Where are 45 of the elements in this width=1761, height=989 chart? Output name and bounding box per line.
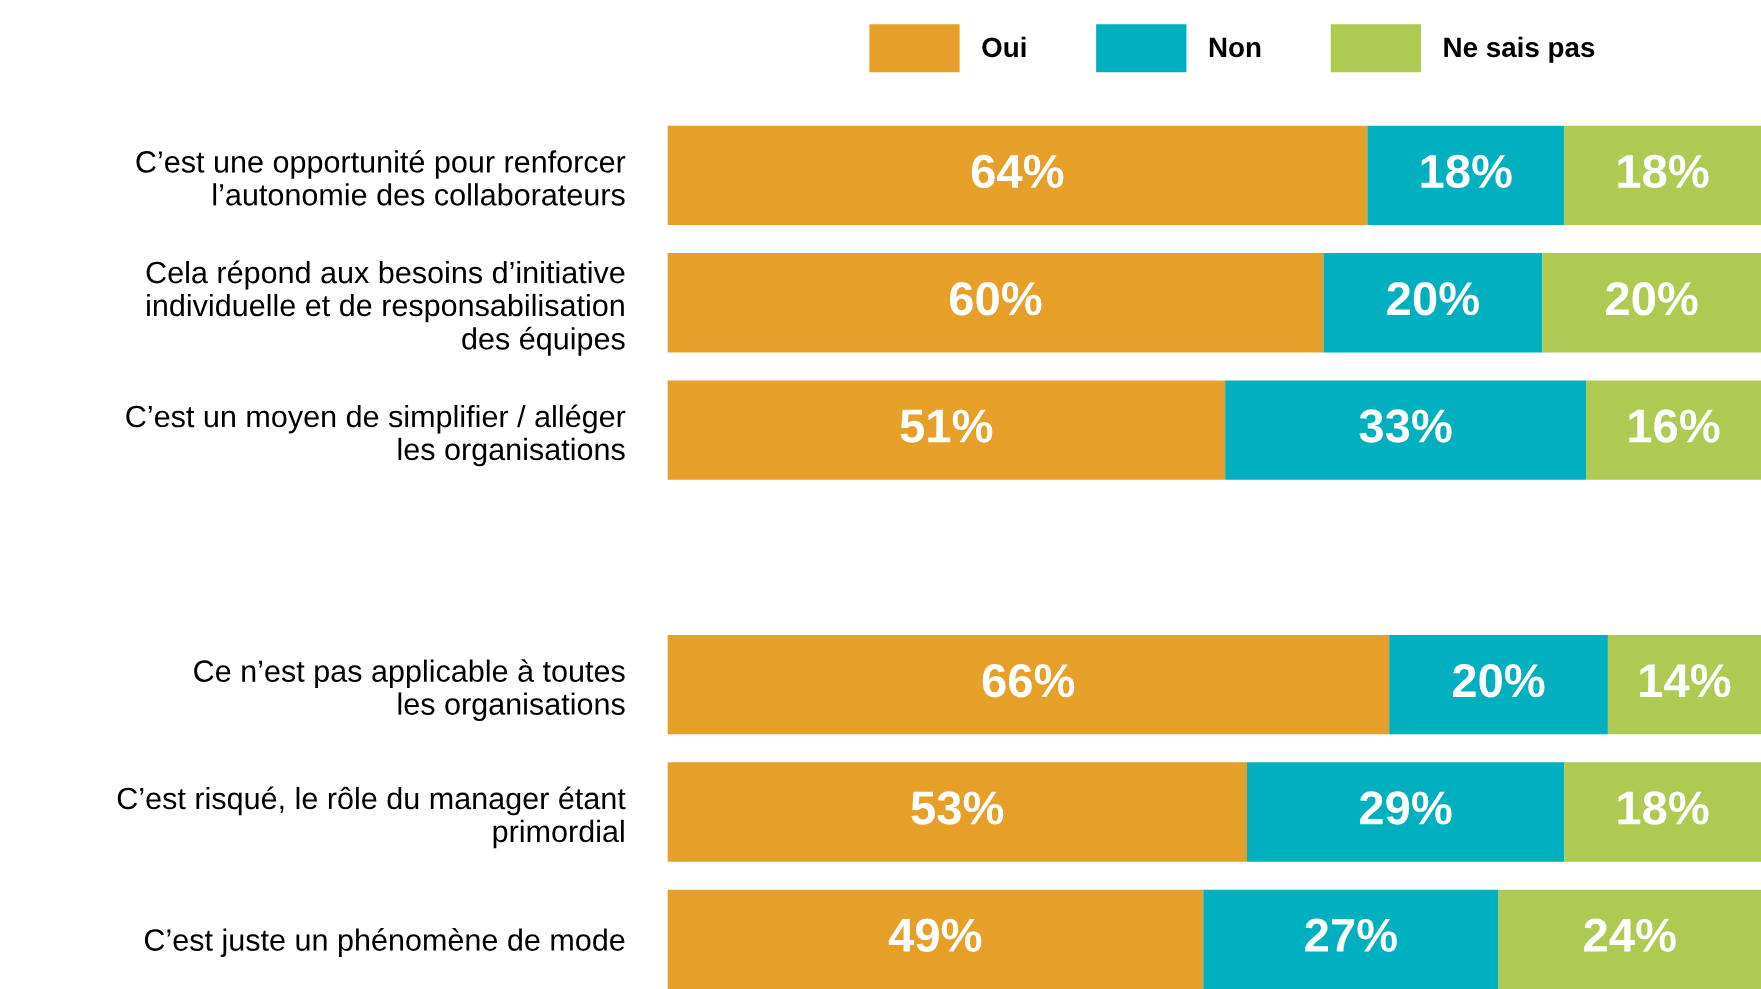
bar	[667, 253, 1324, 353]
data-label: 66%	[982, 663, 1075, 698]
y-tick-label: C’est risqué, le rôle du manager étant primordial	[117, 786, 626, 849]
bar	[1225, 380, 1587, 480]
bar	[1564, 125, 1761, 226]
data-label: 20%	[1387, 281, 1479, 316]
bar	[1367, 125, 1565, 226]
data-label: 49%	[888, 918, 982, 953]
bar	[1607, 635, 1761, 735]
y-tick-label: C’est juste un phénomène de mode	[144, 928, 625, 957]
data-label: 24%	[1584, 918, 1676, 952]
data-label: 20%	[1452, 663, 1545, 698]
data-label: 16%	[1629, 409, 1720, 443]
bar	[1542, 253, 1761, 353]
data-label: 60%	[949, 281, 1042, 316]
bar	[1498, 889, 1761, 989]
y-tick-label: C’est une opportunité pour renforcer l’autonomie des collaborateurs	[136, 149, 626, 206]
y-tick-label: Ce n’est pas applicable à toutes les organisations	[194, 659, 625, 721]
y-tick-label: Cela répond aux besoins d’initiative individuelle et de responsabilisation des équipes	[146, 260, 625, 356]
bar	[667, 635, 1390, 735]
bar	[667, 125, 1368, 226]
data-label: 27%	[1305, 918, 1397, 952]
data-label: 29%	[1359, 791, 1452, 825]
data-label: 33%	[1359, 409, 1452, 443]
bar	[667, 889, 1204, 989]
bar	[1203, 889, 1499, 989]
data-label: 51%	[900, 409, 993, 443]
data-label: 20%	[1606, 281, 1698, 316]
y-tick-label: C’est un moyen de simplifier / alléger les organisations	[126, 404, 626, 467]
bar	[1564, 762, 1761, 862]
legend-label: Oui	[982, 36, 1026, 58]
bar	[1247, 762, 1565, 862]
data-label: 18%	[1421, 154, 1512, 189]
legend-label: Ne sais pas	[1444, 36, 1595, 63]
bar	[667, 380, 1226, 480]
bar	[1586, 380, 1761, 480]
data-label: 18%	[1618, 154, 1709, 189]
legend-label: Non	[1209, 37, 1261, 58]
data-label: 64%	[971, 154, 1064, 189]
data-label: 18%	[1618, 791, 1709, 825]
bar	[667, 762, 1248, 862]
bar	[1389, 635, 1608, 735]
data-label: 14%	[1640, 664, 1731, 698]
data-label: 53%	[911, 791, 1004, 825]
bar	[1323, 253, 1543, 353]
